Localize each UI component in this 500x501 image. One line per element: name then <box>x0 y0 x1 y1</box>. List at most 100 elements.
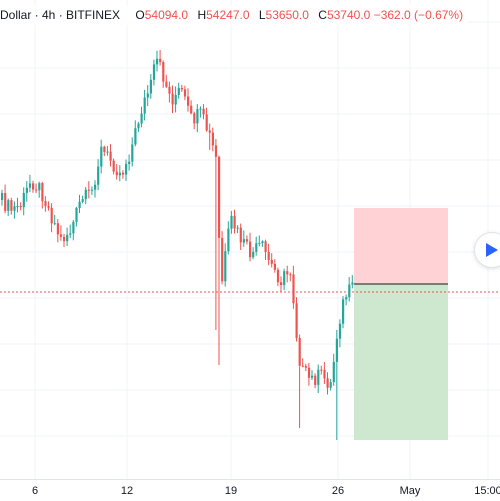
candle-down <box>190 105 193 114</box>
play-arrow-icon <box>486 243 498 257</box>
candle-down <box>326 378 329 388</box>
candle-up <box>177 87 180 95</box>
candlestick-chart[interactable] <box>0 0 500 479</box>
close-value: 53740.0 <box>326 8 371 22</box>
candle-up <box>22 192 25 208</box>
candle-up <box>338 323 342 339</box>
candle-up <box>13 206 16 211</box>
candle-up <box>311 375 314 378</box>
candle-up <box>227 228 230 252</box>
time-tick: 6 <box>31 485 39 497</box>
candle-down <box>63 236 66 242</box>
candle-up <box>128 161 131 165</box>
candle-down <box>162 62 165 82</box>
candle-up <box>258 243 261 245</box>
candle-up <box>66 234 69 242</box>
candle-up <box>224 251 227 282</box>
candle-up <box>16 206 19 208</box>
candle-up <box>94 184 97 190</box>
time-tick: 26 <box>331 485 345 497</box>
candle-down <box>276 269 280 283</box>
high-label: H <box>197 8 207 22</box>
candle-down <box>245 239 249 242</box>
candle-down <box>168 86 171 94</box>
candle-down <box>59 234 63 237</box>
candle-up <box>1 193 4 200</box>
symbol-label: Dollar · 4h · BITFINEX <box>0 8 121 22</box>
candle-up <box>131 144 134 162</box>
candle-down <box>211 132 214 146</box>
change-value: −362.0 (−0.67%) <box>373 8 464 22</box>
candle-down <box>103 146 106 152</box>
candle-down <box>121 172 125 175</box>
time-tick: 12 <box>120 485 134 497</box>
candle-up <box>152 64 156 80</box>
candle-up <box>97 166 100 185</box>
candle-up <box>329 382 332 388</box>
candle-up <box>143 97 146 114</box>
low-label: L <box>258 8 266 22</box>
time-tick: 15:00 <box>474 485 500 497</box>
candle-up <box>81 199 84 202</box>
candle-down <box>273 263 276 270</box>
candle-down <box>112 160 115 172</box>
candle-down <box>115 171 118 176</box>
candle-down <box>10 200 13 211</box>
candle-down <box>280 282 283 286</box>
candle-down <box>165 81 168 87</box>
candle-down <box>264 241 267 253</box>
candle-up <box>25 187 28 193</box>
candle-down <box>87 189 90 191</box>
candle-down <box>183 89 187 97</box>
candle-up <box>255 243 258 252</box>
candle-down <box>289 274 292 276</box>
candle-up <box>106 151 109 153</box>
candle-up <box>174 94 177 105</box>
candle-down <box>307 367 311 378</box>
candle-down <box>187 96 190 106</box>
candle-down <box>109 151 112 161</box>
candle-down <box>180 87 183 90</box>
candle-down <box>41 183 44 202</box>
take-profit-zone <box>354 284 448 440</box>
candle-down <box>208 130 211 133</box>
candle-up <box>140 113 143 124</box>
candle-down <box>301 365 304 367</box>
candle-up <box>261 241 264 244</box>
candle-up <box>351 282 354 285</box>
candle-down <box>323 369 326 379</box>
candle-up <box>69 233 72 235</box>
candle-down <box>193 113 196 124</box>
candle-up <box>125 164 128 175</box>
chart-pane[interactable]: Dollar · 4h · BITFINEX O54094.0 H54247.0… <box>0 0 500 479</box>
candle-down <box>286 271 289 275</box>
candle-up <box>236 227 239 229</box>
candle-down <box>298 338 301 366</box>
candle-up <box>38 183 41 191</box>
ohlc-legend: Dollar · 4h · BITFINEX O54094.0 H54247.0… <box>0 5 468 25</box>
candle-up <box>283 271 286 286</box>
candle-up <box>199 108 202 110</box>
low-value: 53650.0 <box>265 8 309 22</box>
candle-up <box>78 201 81 208</box>
candle-down <box>292 274 295 304</box>
candle-down <box>205 114 208 131</box>
open-value: 54094.0 <box>144 8 189 22</box>
candle-up <box>317 369 320 385</box>
candle-up <box>149 79 152 94</box>
candle-down <box>171 93 174 105</box>
replay-button[interactable] <box>474 232 500 268</box>
candle-down <box>239 227 242 243</box>
candle-up <box>118 172 121 176</box>
time-axis[interactable]: 6 12 19 26 May 15:00 <box>0 479 500 501</box>
candle-down <box>218 156 221 238</box>
candle-up <box>242 239 245 243</box>
close-label: C <box>318 8 327 22</box>
candle-up <box>146 93 149 98</box>
time-tick: May <box>399 485 421 497</box>
candle-down <box>267 252 270 260</box>
time-tick: 19 <box>224 485 238 497</box>
candle-down <box>249 241 252 258</box>
candle-up <box>345 297 348 300</box>
candle-up <box>100 146 103 167</box>
